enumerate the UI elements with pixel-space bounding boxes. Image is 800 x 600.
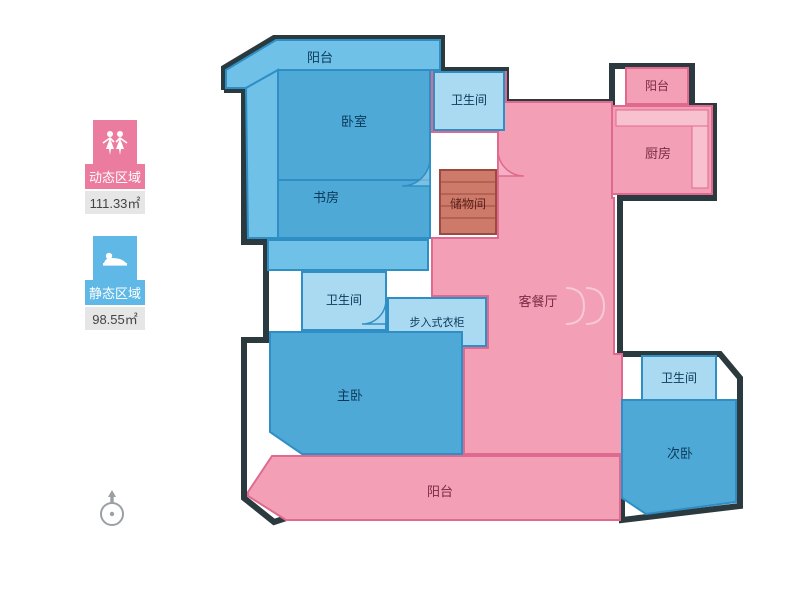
floorplan: 客餐厅 阳台 卧室 书房 卫生间	[190, 30, 750, 570]
room-master: 主卧	[270, 332, 462, 454]
room-bedroom: 卧室	[278, 70, 430, 180]
legend-dynamic: 动态区域 111.33㎡	[80, 120, 150, 214]
legend: 动态区域 111.33㎡ 静态区域 98.55㎡	[80, 120, 150, 352]
label-master: 主卧	[337, 388, 363, 403]
room-balcony-bot: 阳台	[248, 456, 620, 520]
label-balcony-tr: 阳台	[645, 78, 669, 93]
room-kitchen: 厨房	[612, 106, 712, 194]
corridor-blue	[268, 240, 428, 270]
label-walkin: 步入式衣柜	[410, 315, 465, 329]
legend-static-title: 静态区域	[85, 280, 145, 305]
legend-dynamic-area: 111.33㎡	[85, 191, 145, 214]
label-storage: 储物间	[450, 196, 486, 211]
legend-dynamic-title: 动态区域	[85, 164, 145, 189]
sleep-icon	[93, 236, 137, 280]
room-balcony-tr: 阳台	[626, 68, 688, 104]
label-balcony-top: 阳台	[307, 50, 333, 65]
label-bedroom: 卧室	[341, 114, 367, 129]
label-second-bed: 次卧	[667, 446, 693, 461]
label-bath-mid: 卫生间	[326, 293, 362, 307]
people-icon	[93, 120, 137, 164]
room-storage: 储物间	[440, 170, 496, 234]
label-kitchen: 厨房	[645, 146, 671, 161]
label-study: 书房	[313, 190, 339, 205]
label-balcony-bot: 阳台	[427, 484, 453, 499]
room-bath-top: 卫生间	[434, 72, 504, 130]
label-bath-top: 卫生间	[451, 93, 487, 107]
room-bath-right: 卫生间	[642, 356, 716, 400]
compass-icon	[95, 490, 129, 535]
room-second-bed: 次卧	[622, 400, 736, 514]
room-balcony-left	[246, 70, 278, 238]
room-study: 书房	[278, 180, 430, 238]
label-living: 客餐厅	[518, 294, 557, 309]
legend-static-area: 98.55㎡	[85, 307, 145, 330]
legend-static: 静态区域 98.55㎡	[80, 236, 150, 330]
label-bath-right: 卫生间	[661, 371, 697, 385]
floorplan-svg: 客餐厅 阳台 卧室 书房 卫生间	[190, 30, 750, 570]
